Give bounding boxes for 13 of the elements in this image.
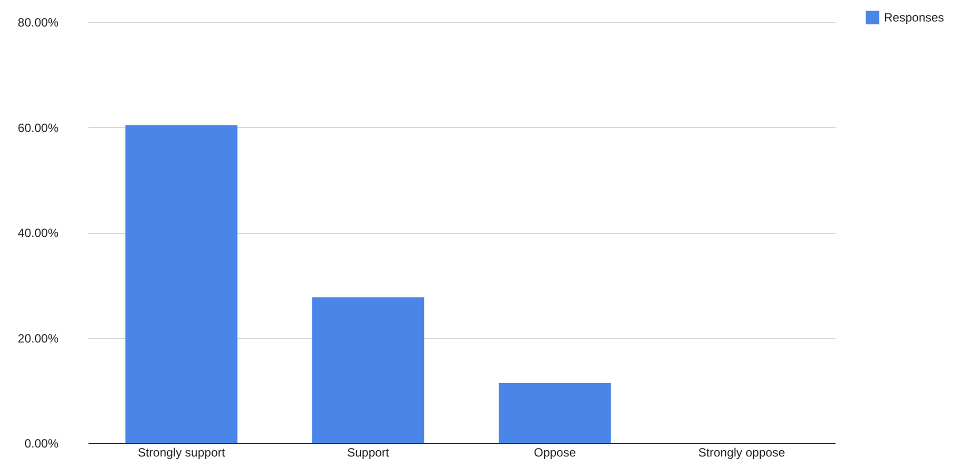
legend-label: Responses xyxy=(884,10,944,24)
y-tick-label: 40.00% xyxy=(18,226,59,240)
x-tick-label: Strongly support xyxy=(138,446,226,460)
y-tick-label: 80.00% xyxy=(18,16,59,30)
y-tick-label: 0.00% xyxy=(24,436,59,450)
x-tick-label: Support xyxy=(347,446,390,460)
x-tick-label: Strongly oppose xyxy=(698,446,786,460)
x-tick-label: Oppose xyxy=(534,446,576,460)
bar xyxy=(312,297,424,443)
bar xyxy=(498,383,611,443)
y-tick-label: 20.00% xyxy=(18,331,59,346)
y-tick-label: 60.00% xyxy=(18,120,59,135)
bar xyxy=(125,125,238,443)
